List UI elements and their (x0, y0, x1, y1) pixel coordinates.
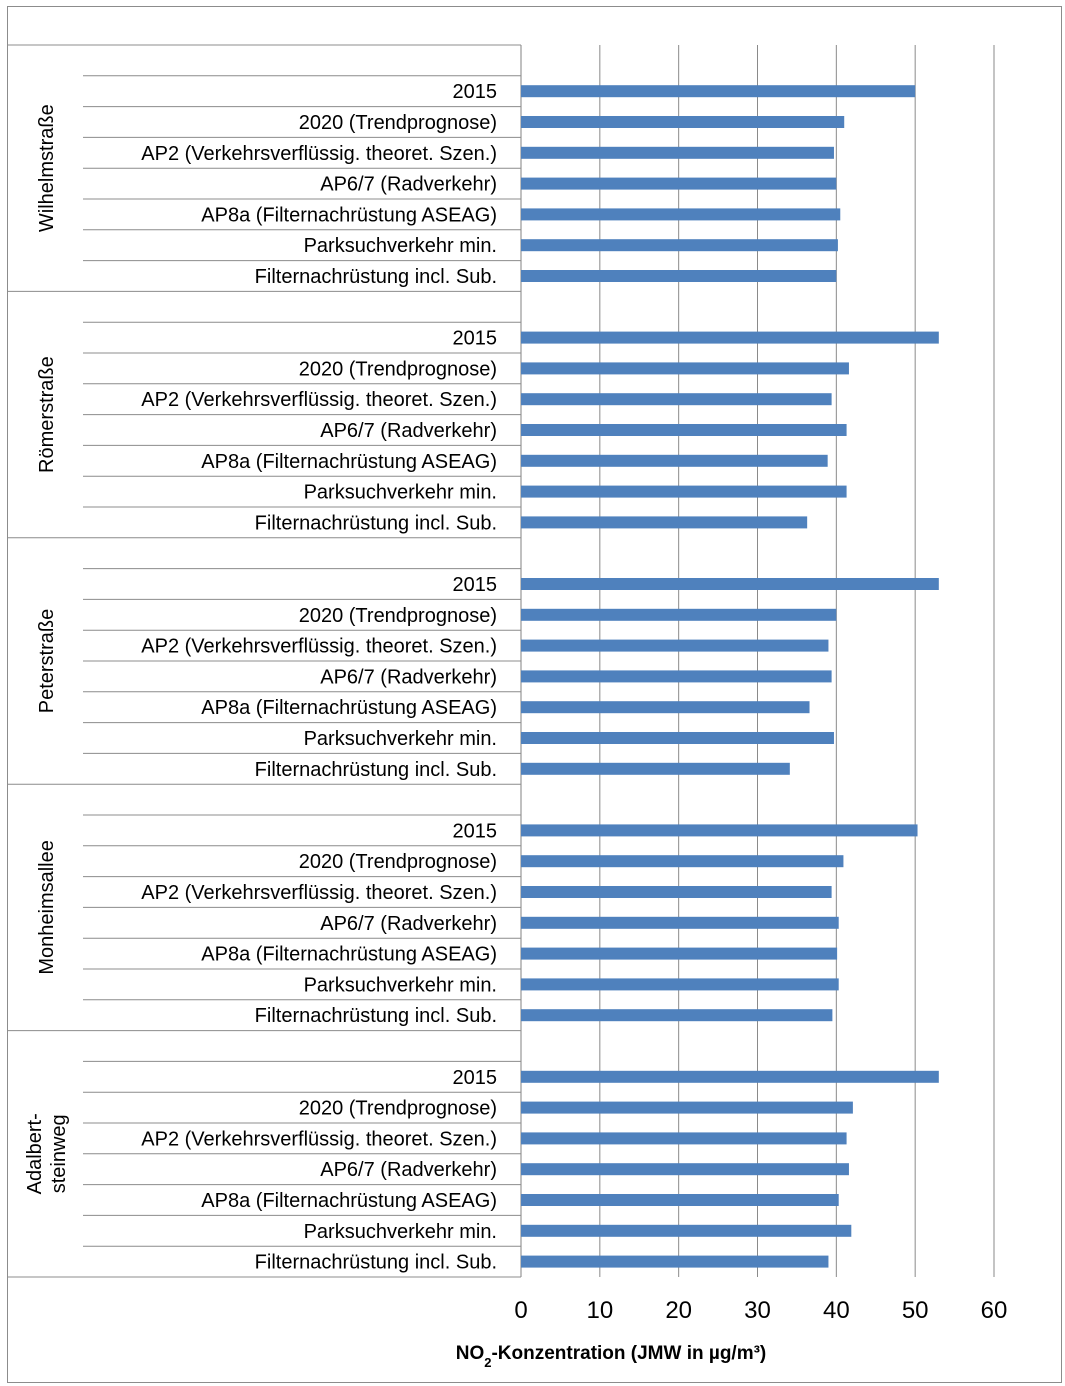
category-label: AP2 (Verkehrsverflüssig. theoret. Szen.) (141, 882, 497, 904)
bar (521, 886, 832, 898)
bar (521, 855, 844, 868)
category-label: AP8a (Filternachrüstung ASEAG) (201, 204, 497, 226)
category-label: Filternachrüstung incl. Sub. (255, 1252, 497, 1274)
x-axis-title-suffix: -Konzentration (JMW in µg/m³) (491, 1343, 766, 1364)
category-label: 2015 (453, 820, 498, 842)
category-separators (8, 44, 521, 1278)
category-label: Parksuchverkehr min. (304, 1221, 497, 1243)
x-tick-label: 20 (665, 1297, 692, 1324)
category-label: Parksuchverkehr min. (304, 482, 497, 504)
category-labels: 2015 2020 (Trendprognose) AP2 (Verkehrsver… (141, 81, 497, 1273)
group-label: Adalbert- (24, 1113, 46, 1194)
bar (521, 670, 832, 683)
category-label: AP8a (Filternachrüstung ASEAG) (201, 697, 497, 719)
group-label: Wilhelmstraße (36, 104, 58, 232)
group-label: steinweg (48, 1114, 70, 1193)
category-label: AP6/7 (Radverkehr) (320, 913, 497, 935)
bar (521, 1194, 839, 1206)
category-label: AP2 (Verkehrsverflüssig. theoret. Szen.) (141, 143, 497, 165)
category-label: Filternachrüstung incl. Sub. (255, 512, 497, 534)
bar (521, 362, 849, 375)
category-label: 2015 (453, 574, 498, 596)
bar (521, 762, 790, 775)
bar (521, 239, 838, 252)
category-label: AP6/7 (Radverkehr) (320, 1159, 497, 1181)
category-label: Filternachrüstung incl. Sub. (255, 1005, 497, 1027)
category-label: 2020 (Trendprognose) (299, 605, 497, 627)
bar (521, 270, 837, 282)
x-tick-label: 50 (902, 1297, 929, 1324)
bar (521, 1255, 829, 1268)
bar (521, 978, 839, 991)
x-tick-label: 10 (586, 1297, 613, 1324)
category-label: AP8a (Filternachrüstung ASEAG) (201, 1190, 497, 1212)
bar (521, 824, 918, 837)
bar (521, 85, 916, 98)
bar (521, 1101, 853, 1114)
bars (521, 85, 939, 1268)
grid-lines (520, 45, 995, 1277)
category-label: AP2 (Verkehrsverflüssig. theoret. Szen.) (141, 389, 497, 411)
bar (521, 516, 808, 529)
category-label: 2020 (Trendprognose) (299, 112, 497, 134)
x-axis-title-subscript: 2 (484, 1355, 491, 1370)
bar (521, 393, 832, 406)
bar (521, 1163, 849, 1176)
bar (521, 578, 939, 590)
bar (521, 208, 841, 221)
bar (521, 146, 834, 159)
category-label: AP6/7 (Radverkehr) (320, 174, 497, 196)
bar (521, 732, 834, 744)
bar (521, 947, 838, 960)
category-label: 2015 (453, 81, 498, 103)
bar (521, 331, 939, 344)
category-label: 2015 (453, 1067, 498, 1089)
category-label: 2020 (Trendprognose) (299, 358, 497, 380)
category-label: AP8a (Filternachrüstung ASEAG) (201, 944, 497, 966)
bar (521, 485, 847, 498)
x-tick-label: 60 (981, 1297, 1008, 1324)
category-label: Filternachrüstung incl. Sub. (255, 759, 497, 781)
category-label: 2020 (Trendprognose) (299, 851, 497, 873)
category-label: AP2 (Verkehrsverflüssig. theoret. Szen.) (141, 636, 497, 658)
bar (521, 116, 845, 128)
group-labels: Wilhelmstraße Römerstraße Peterstraße Monhe… (24, 104, 70, 1194)
bar (521, 1009, 833, 1022)
bar (521, 1132, 847, 1145)
bar (521, 916, 839, 929)
bar (521, 1070, 939, 1083)
category-label: 2020 (Trendprognose) (299, 1098, 497, 1120)
category-label: AP8a (Filternachrüstung ASEAG) (201, 451, 497, 473)
category-label: AP6/7 (Radverkehr) (320, 420, 497, 442)
x-tick-label: 40 (823, 1297, 850, 1324)
bar (521, 639, 829, 652)
x-axis-title: NO2-Konzentration (JMW in µg/m³) (456, 1343, 767, 1370)
group-label: Römerstraße (36, 356, 58, 473)
group-label: Monheimsallee (36, 840, 58, 975)
bar (521, 177, 837, 190)
category-label: Parksuchverkehr min. (304, 974, 497, 996)
bar (521, 424, 847, 436)
x-tick-labels: 0 10 20 30 40 50 60 (514, 1297, 1007, 1324)
category-label: AP6/7 (Radverkehr) (320, 666, 497, 688)
x-tick-label: 30 (744, 1297, 771, 1324)
bar (521, 701, 810, 714)
category-label: 2015 (453, 328, 498, 350)
category-label: Parksuchverkehr min. (304, 235, 497, 257)
category-label: Parksuchverkehr min. (304, 728, 497, 750)
x-axis-title-prefix: NO (456, 1343, 485, 1364)
bar (521, 454, 828, 467)
x-tick-label: 0 (514, 1297, 527, 1324)
category-label: Filternachrüstung incl. Sub. (255, 266, 497, 288)
bar (521, 608, 837, 621)
bar (521, 1224, 852, 1237)
category-label: AP2 (Verkehrsverflüssig. theoret. Szen.) (141, 1128, 497, 1150)
group-label: Peterstraße (36, 609, 58, 713)
